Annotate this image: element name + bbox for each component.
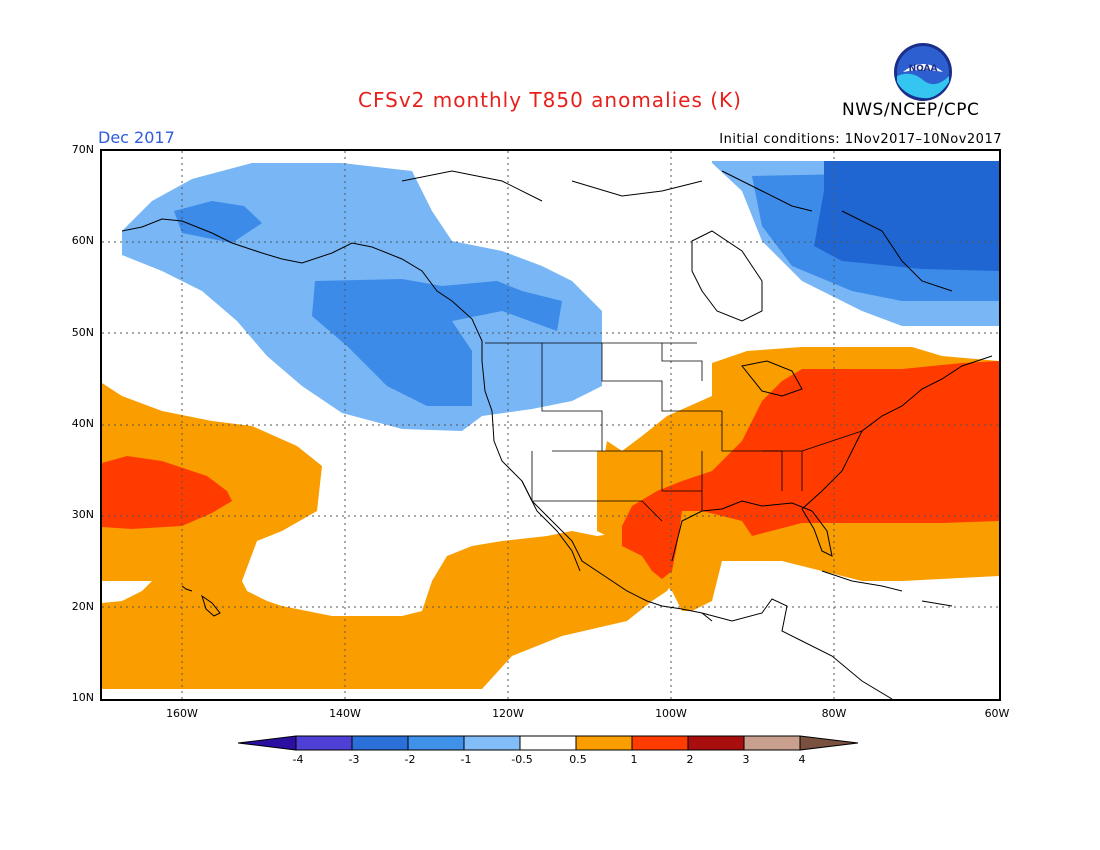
positive-anomaly-regions [102,347,999,689]
colorbar-label: 1 [630,753,638,766]
period-label: Dec 2017 [98,128,175,147]
colorbar-cell [351,735,409,751]
colorbar-label: -4 [292,753,304,766]
lon-label-120w: 120W [492,707,524,720]
lon-label-60w: 60W [984,707,1010,720]
anomaly-neg2-alaska [174,201,262,243]
anomaly-neg2-gulf-of-alaska [312,279,562,406]
colorbar-cell [407,735,465,751]
lat-label-40n: 40N [71,417,94,430]
logo-text: NOAA [909,64,938,74]
colorbar-cell [295,735,353,751]
political-boundaries [485,342,863,522]
anomaly-clear-subtropical [102,581,152,603]
colorbar-label: 4 [798,753,806,766]
colorbar-cell [743,735,801,751]
noaa-logo: NOAA [894,43,952,101]
lat-label-30n: 30N [71,508,94,521]
map-title: CFSv2 monthly T850 anomalies (K) [358,88,742,112]
lon-label-160w: 160W [166,707,198,720]
lat-label-10n: 10N [71,691,94,704]
colorbar-arrow-left [238,735,297,751]
lat-label-70n: 70N [71,143,94,156]
map-frame [100,149,1001,701]
colorbar-cell [687,735,745,751]
colorbar-label: -0.5 [511,753,533,766]
colorbar-cell [463,735,521,751]
anomaly-pos05-central-pacific [102,383,682,689]
coastlines [121,170,993,699]
lon-label-80w: 80W [821,707,847,720]
colorbar [238,735,859,751]
lon-label-100w: 100W [655,707,687,720]
lon-label-140w: 140W [329,707,361,720]
colorbar-cell [575,735,633,751]
colorbar-cell [519,735,577,751]
anomaly-pos1-subtropical-pacific [102,456,232,529]
colorbar-label: -1 [460,753,472,766]
lat-label-50n: 50N [71,326,94,339]
colorbar-label: -3 [348,753,360,766]
anomaly-pos1-southeast-us [622,361,999,579]
colorbar-label: 2 [686,753,694,766]
colorbar-label: 0.5 [569,753,587,766]
anomaly-map [102,151,999,699]
colorbar-label: 3 [742,753,750,766]
lat-label-20n: 20N [71,600,94,613]
initial-conditions-label: Initial conditions: 1Nov2017–10Nov2017 [719,132,1002,147]
colorbar-arrow-right [799,735,859,751]
colorbar-cell [631,735,689,751]
map-gridlines [102,151,999,699]
colorbar-label: -2 [404,753,416,766]
lat-label-60n: 60N [71,234,94,247]
anomaly-neg3-labrador [814,161,999,271]
agency-label: NWS/NCEP/CPC [842,100,980,120]
